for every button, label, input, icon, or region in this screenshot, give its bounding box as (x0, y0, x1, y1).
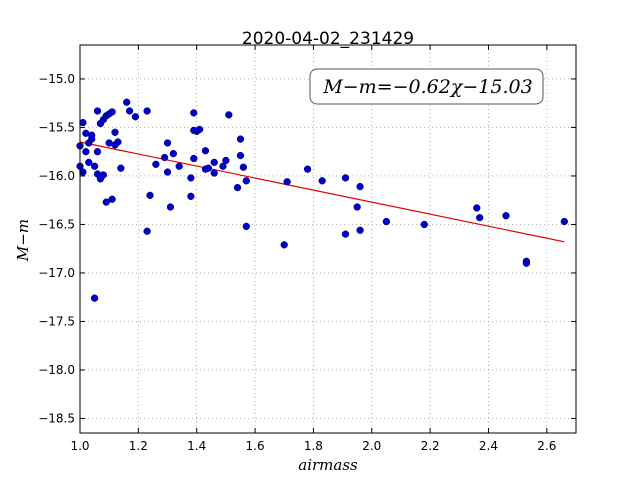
data-point (143, 227, 151, 235)
data-point (195, 125, 204, 134)
data-point (341, 174, 350, 182)
data-point (473, 204, 481, 212)
data-point (123, 98, 131, 106)
data-point (166, 203, 175, 211)
data-point (280, 241, 288, 249)
data-point (90, 162, 99, 170)
data-point (522, 259, 531, 267)
data-point (236, 151, 245, 160)
data-point (93, 107, 102, 115)
data-point (99, 171, 107, 179)
data-point (160, 153, 169, 162)
y-tick-label: −17.5 (38, 314, 75, 328)
data-point (382, 217, 391, 226)
data-point (502, 212, 510, 220)
data-point (341, 230, 350, 238)
data-point (187, 192, 195, 200)
x-tick-label: 1.8 (304, 439, 323, 453)
x-tick-label: 2.2 (421, 439, 440, 453)
data-point (85, 158, 93, 167)
x-tick-label: 1.4 (187, 439, 206, 453)
data-point (222, 156, 230, 165)
data-point (108, 195, 116, 203)
y-tick-label: −16.0 (38, 169, 75, 183)
data-point (242, 177, 250, 185)
x-tick-label: 1.0 (70, 439, 89, 453)
x-tick-label: 2.0 (362, 439, 381, 453)
y-tick-label: −18.0 (38, 363, 75, 377)
chart-title: 2020-04-02_231429 (242, 29, 414, 49)
data-point (175, 162, 183, 170)
data-points-group (76, 98, 568, 302)
fit-equation: M−m=−0.62χ−15.03 (322, 76, 532, 98)
data-point (190, 154, 198, 163)
data-point (90, 294, 99, 302)
data-point (79, 168, 87, 176)
data-point (79, 118, 87, 127)
x-axis-ticks: 1.0 1.2 1.4 1.6 1.8 2.0 2.2 2.4 2.6 (70, 45, 556, 453)
data-point (210, 169, 218, 177)
data-point (117, 164, 125, 172)
fit-line (79, 141, 565, 243)
data-point (236, 135, 245, 143)
fit-annotation: M−m=−0.62χ−15.03 (309, 68, 544, 105)
x-tick-label: 1.2 (129, 439, 148, 453)
data-point (131, 113, 140, 121)
y-tick-label: −15.0 (38, 72, 75, 86)
data-point (318, 177, 326, 185)
data-point (108, 108, 116, 116)
y-tick-label: −18.5 (38, 411, 75, 425)
y-axis-label: M−m (14, 219, 32, 262)
data-point (93, 148, 102, 156)
data-point (187, 174, 195, 182)
data-point (356, 182, 364, 191)
y-tick-label: −15.5 (38, 120, 75, 134)
data-point (88, 135, 96, 143)
data-point (146, 191, 154, 200)
data-point (114, 138, 122, 146)
y-tick-label: −17.0 (38, 266, 75, 280)
plot-frame (79, 44, 577, 434)
x-tick-label: 1.6 (246, 439, 265, 453)
data-point (163, 139, 172, 147)
annotation-box (309, 68, 544, 105)
data-point (82, 148, 90, 156)
y-axis-ticks: −15.0 −15.5 −16.0 −16.5 −17.0 −17.5 −18.0 −18.5 (38, 72, 576, 425)
data-point (143, 107, 151, 115)
x-axis-label: airmass (298, 456, 358, 474)
data-point (169, 149, 178, 158)
data-point (283, 178, 291, 186)
data-point (356, 226, 364, 234)
x-tick-label: 2.4 (479, 439, 498, 453)
data-point (303, 165, 312, 173)
data-point (152, 160, 160, 168)
fit-line-group (79, 141, 565, 243)
data-point (353, 203, 361, 211)
data-point (476, 214, 484, 222)
x-tick-label: 2.6 (537, 439, 556, 453)
data-point (125, 107, 134, 115)
data-point (225, 111, 233, 119)
data-point (560, 217, 568, 226)
data-point (201, 147, 210, 155)
data-point (219, 162, 227, 170)
data-point (190, 109, 198, 117)
data-point (111, 128, 119, 136)
data-point (233, 183, 242, 192)
data-point (242, 222, 250, 231)
data-point (239, 163, 248, 171)
data-point (420, 220, 428, 229)
data-point (102, 198, 110, 206)
y-tick-label: −16.5 (38, 217, 75, 231)
data-point (163, 168, 172, 176)
data-point (204, 164, 213, 172)
data-point (210, 158, 218, 167)
